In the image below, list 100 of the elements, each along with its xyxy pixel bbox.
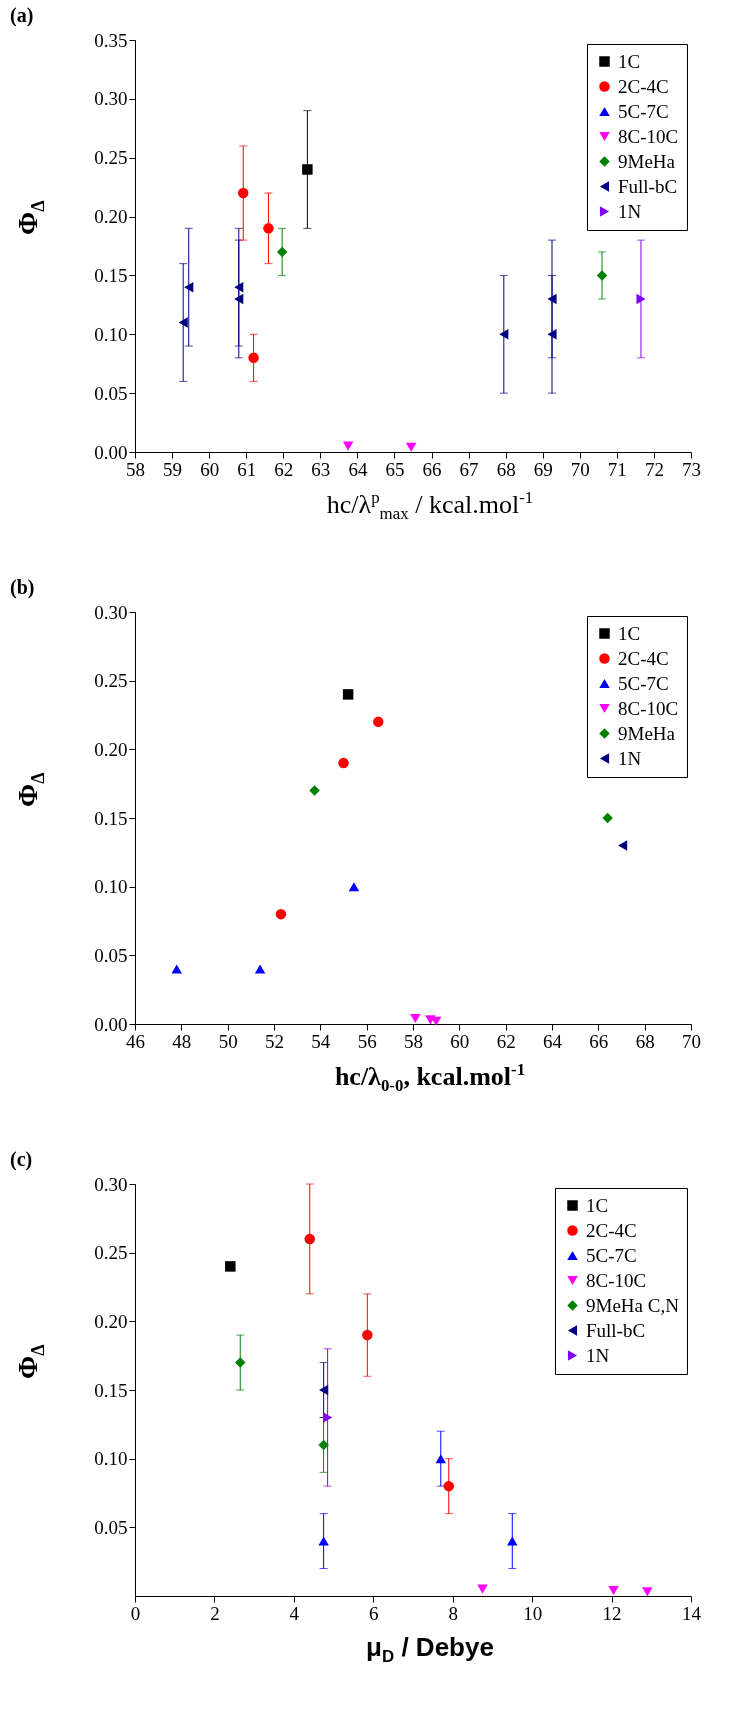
x-tick-label: 0 bbox=[130, 1602, 141, 1624]
x-tick-label: 4 bbox=[289, 1602, 300, 1624]
point bbox=[309, 785, 320, 796]
point bbox=[443, 1480, 454, 1492]
legend-label: 8C-10C bbox=[618, 125, 679, 147]
point bbox=[608, 1585, 619, 1596]
x-tick-label: 61 bbox=[237, 458, 257, 480]
legend-label: 5C-7C bbox=[586, 1244, 637, 1266]
legend-label: 1C bbox=[586, 1194, 609, 1216]
x-tick-label: 48 bbox=[172, 1030, 192, 1052]
point bbox=[547, 329, 557, 340]
point bbox=[275, 908, 287, 920]
legend-label: 9MeHa C,N bbox=[586, 1294, 680, 1316]
x-tick-label: 46 bbox=[126, 1030, 145, 1052]
x-tick-label: 70 bbox=[570, 458, 590, 480]
x-tick-label: 52 bbox=[265, 1030, 284, 1052]
x-tick-label: 58 bbox=[126, 458, 145, 480]
x-tick-label: 68 bbox=[635, 1030, 655, 1052]
point bbox=[237, 187, 249, 199]
x-tick-label: 66 bbox=[589, 1030, 609, 1052]
point bbox=[338, 757, 349, 769]
legend-label: 9MeHa bbox=[618, 150, 676, 172]
y-tick-label: 0.05 bbox=[94, 382, 128, 404]
point bbox=[602, 812, 613, 824]
legend-label: 8C-10C bbox=[586, 1269, 647, 1291]
x-tick-label: 59 bbox=[163, 458, 183, 480]
legend-label: 2C-4C bbox=[618, 75, 669, 97]
chart-title: (a) bbox=[10, 4, 34, 27]
point bbox=[373, 716, 384, 728]
x-tick-label: 62 bbox=[274, 458, 294, 480]
y-tick-label: 0.35 bbox=[94, 29, 128, 51]
y-tick-label: 0.25 bbox=[94, 1242, 128, 1264]
point bbox=[342, 441, 354, 451]
y-tick-label: 0.10 bbox=[94, 1448, 128, 1470]
point bbox=[184, 281, 194, 293]
point bbox=[234, 281, 244, 293]
point bbox=[342, 689, 354, 700]
point bbox=[235, 1357, 246, 1368]
point bbox=[234, 293, 244, 305]
point bbox=[276, 246, 288, 258]
y-tick-label: 0.10 bbox=[94, 323, 128, 345]
x-tick-label: 58 bbox=[404, 1030, 423, 1052]
y-tick-label: 0.00 bbox=[94, 1013, 128, 1035]
point bbox=[499, 329, 509, 340]
point bbox=[304, 1233, 315, 1245]
x-tick-label: 54 bbox=[311, 1030, 331, 1052]
x-tick-label: 73 bbox=[682, 458, 701, 480]
x-tick-label: 2 bbox=[210, 1602, 220, 1624]
legend-label: 1N bbox=[586, 1344, 610, 1366]
legend-label: Full-bC bbox=[618, 175, 678, 197]
x-tick-label: 69 bbox=[533, 458, 553, 480]
point bbox=[178, 317, 188, 328]
x-tick-label: 12 bbox=[602, 1602, 622, 1624]
x-tick-label: 10 bbox=[523, 1602, 543, 1624]
point bbox=[171, 964, 182, 974]
legend-label: 2C-4C bbox=[586, 1219, 637, 1241]
y-tick-label: 0.25 bbox=[94, 147, 128, 169]
point bbox=[435, 1454, 447, 1464]
x-axis-title: μ$_{D}$ / Debye bbox=[365, 1632, 495, 1668]
y-tick-label: 0.05 bbox=[94, 1516, 128, 1538]
x-tick-label: 14 bbox=[682, 1602, 702, 1624]
x-tick-label: 62 bbox=[496, 1030, 516, 1052]
y-tick-label: 0.15 bbox=[94, 807, 128, 829]
x-tick-label: 71 bbox=[607, 458, 627, 480]
y-tick-label: 0.25 bbox=[94, 670, 128, 692]
y-tick-label: 0.15 bbox=[94, 264, 128, 286]
x-tick-label: 6 bbox=[369, 1602, 379, 1624]
point bbox=[410, 1013, 421, 1024]
point bbox=[636, 293, 646, 305]
point bbox=[477, 1584, 488, 1594]
point bbox=[302, 164, 313, 175]
x-axis-title: hc/λ$_{0-0}$, kcal.mol$^{-1}$ bbox=[333, 1060, 527, 1096]
legend-label: 5C-7C bbox=[618, 672, 669, 694]
x-tick-label: 68 bbox=[496, 458, 516, 480]
y-tick-label: 0.05 bbox=[94, 944, 128, 966]
legend-label: 1C bbox=[618, 50, 641, 72]
point bbox=[254, 964, 266, 974]
y-tick-label: 0.30 bbox=[94, 88, 128, 110]
point bbox=[263, 223, 274, 234]
x-tick-label: 64 bbox=[348, 458, 368, 480]
y-tick-label: 0.20 bbox=[94, 1310, 128, 1332]
point bbox=[323, 1412, 333, 1423]
legend-label: 1C bbox=[618, 622, 641, 644]
legend-label: 9MeHa bbox=[618, 722, 676, 744]
y-tick-label: 0.20 bbox=[94, 206, 128, 228]
y-tick-label: 0.00 bbox=[94, 441, 128, 463]
x-tick-label: 60 bbox=[450, 1030, 470, 1052]
legend-label: 1N bbox=[618, 200, 642, 222]
x-axis-title: hc/λ$^{p}$$_{max}$ / kcal.mol$^{-1}$ bbox=[325, 488, 535, 524]
legend-label: 8C-10C bbox=[618, 697, 679, 719]
x-tick-label: 72 bbox=[644, 458, 664, 480]
legend-label: 2C-4C bbox=[618, 647, 669, 669]
x-tick-label: 70 bbox=[682, 1030, 701, 1052]
chart-title: (c) bbox=[10, 1148, 33, 1171]
point bbox=[248, 352, 259, 364]
point bbox=[348, 882, 360, 892]
point bbox=[319, 1384, 329, 1396]
chart-title: (b) bbox=[10, 576, 35, 599]
x-tick-label: 67 bbox=[459, 458, 479, 480]
x-tick-label: 64 bbox=[543, 1030, 563, 1052]
